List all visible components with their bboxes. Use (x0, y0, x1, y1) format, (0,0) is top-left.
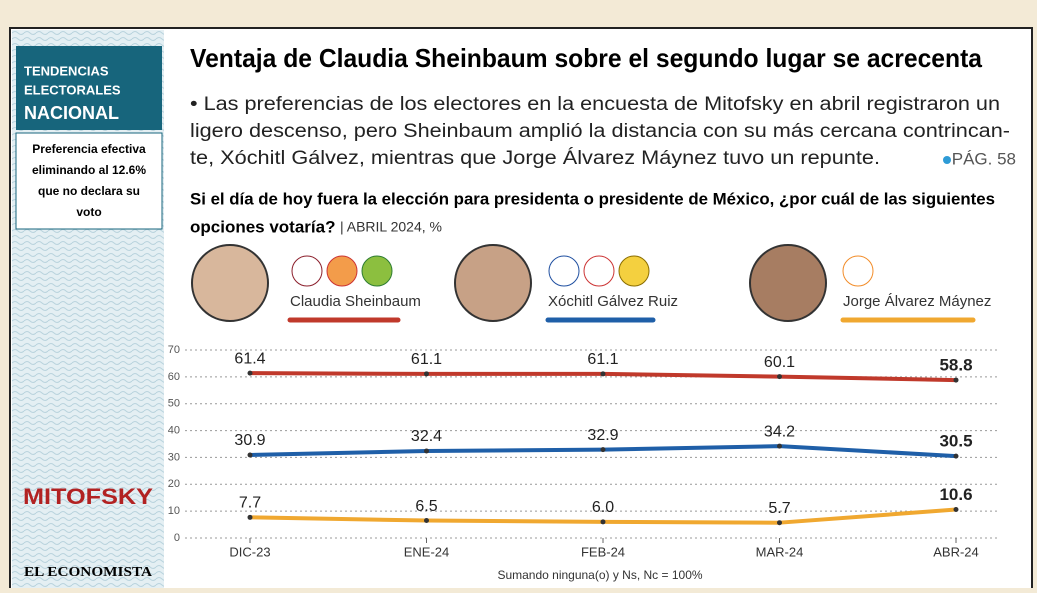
point (953, 507, 959, 513)
y-tick-label: 60 (168, 371, 180, 383)
data-label: 58.8 (939, 356, 972, 375)
sidebar-note: Preferencia efectiva (32, 142, 146, 156)
card (9, 27, 1033, 593)
data-label: 60.1 (764, 354, 795, 371)
sidebar-heading: NACIONAL (24, 103, 119, 123)
data-label: 30.5 (939, 432, 972, 451)
sidebar-heading: ELECTORALES (24, 82, 121, 97)
point (247, 514, 253, 520)
x-tick-label: DIC-23 (229, 544, 270, 559)
legend-label: Claudia Sheinbaum (290, 293, 421, 310)
page-ref: PÁG. 58 (952, 149, 1016, 168)
legend-label: Xóchitl Gálvez Ruiz (548, 293, 678, 310)
sidebar-heading: TENDENCIAS (24, 63, 109, 78)
point (424, 518, 429, 524)
y-tick-label: 0 (174, 532, 180, 544)
point (247, 370, 253, 376)
chart-note: Sumando ninguna(o) y Ns, Nc = 100% (497, 568, 702, 582)
data-label: 61.4 (234, 350, 265, 367)
point (953, 377, 959, 383)
data-label: 10.6 (939, 485, 972, 504)
x-tick-label: MAR-24 (756, 544, 804, 559)
point (777, 374, 782, 380)
y-tick-label: 20 (168, 478, 180, 490)
data-label: 30.9 (234, 432, 265, 449)
point (600, 371, 606, 377)
data-label: 7.7 (239, 495, 261, 512)
sidebar-heading-box (16, 46, 162, 130)
logo-mitofsky: MITOFSKY (23, 484, 153, 509)
point (777, 520, 782, 526)
data-label: 61.1 (411, 351, 442, 368)
y-tick-label: 10 (168, 505, 180, 517)
point (247, 452, 253, 458)
page-ref-dot (943, 156, 951, 164)
sidebar-note: eliminando al 12.6% (32, 163, 146, 177)
data-label: 5.7 (768, 500, 790, 517)
y-tick-label: 70 (168, 344, 180, 356)
point (424, 371, 429, 377)
sidebar-note-box (15, 132, 163, 230)
x-tick-label: ABR-24 (933, 544, 979, 559)
subtitle-note: | ABRIL 2024, % (340, 219, 442, 235)
y-tick-label: 50 (168, 398, 180, 410)
x-tick-label: ENE-24 (404, 544, 450, 559)
x-tick-label: FEB-24 (581, 544, 625, 559)
point (777, 443, 782, 449)
point (424, 448, 429, 454)
summary-line: • Las preferencias de los electores en l… (190, 94, 1000, 115)
photos (191, 244, 874, 322)
subtitle: Si el día de hoy fuera la elección para … (190, 189, 995, 208)
point (953, 453, 959, 459)
summary-line: te, Xóchitl Gálvez, mientras que Jorge Á… (190, 148, 880, 169)
logo-economista: EL ECONOMISTA (24, 565, 153, 580)
data-label: 6.0 (592, 499, 614, 516)
data-label: 6.5 (415, 498, 437, 515)
sidebar-note: voto (76, 205, 101, 219)
legend-label: Jorge Álvarez Máynez (843, 293, 991, 310)
subtitle: opciones votaría? (190, 217, 335, 236)
data-label: 34.2 (764, 423, 795, 440)
y-tick-label: 30 (168, 451, 180, 463)
point (600, 447, 606, 453)
point (600, 519, 606, 525)
chart-title: Ventaja de Claudia Sheinbaum sobre el se… (190, 43, 983, 73)
y-tick-label: 40 (168, 424, 180, 436)
summary-line: ligero descenso, pero Sheinbaum amplió l… (190, 121, 1010, 142)
data-label: 61.1 (587, 351, 618, 368)
data-label: 32.4 (411, 428, 442, 445)
data-label: 32.9 (587, 427, 618, 444)
sidebar-note: que no declara su (38, 184, 140, 198)
